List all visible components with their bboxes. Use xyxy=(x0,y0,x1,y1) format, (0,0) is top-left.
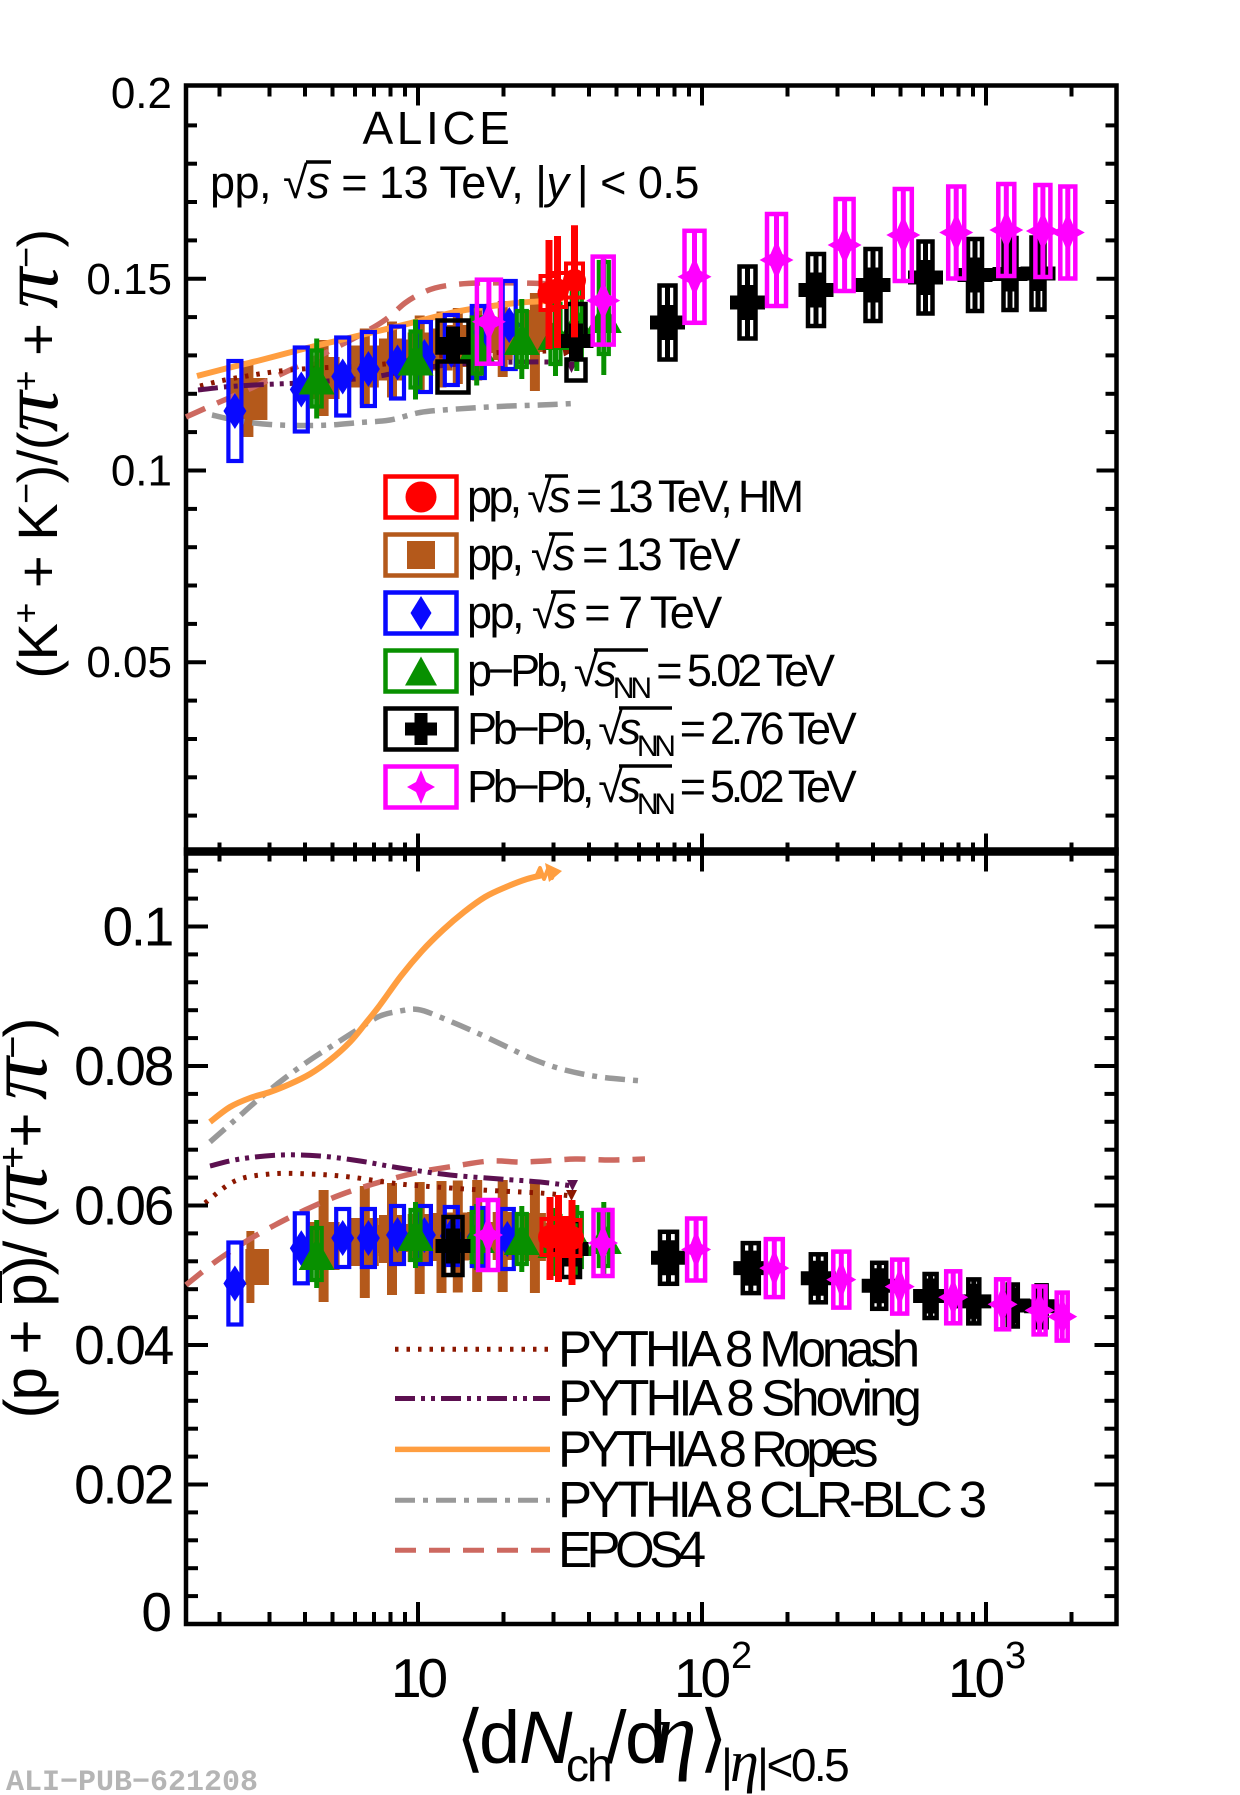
svg-text:d: d xyxy=(625,1696,666,1779)
svg-text:pp, √s = 13 TeV, |y | < 0.5: pp, √s = 13 TeV, |y | < 0.5 xyxy=(210,157,699,208)
svg-text:0.06: 0.06 xyxy=(74,1175,173,1237)
svg-text:ALI−PUB−621208: ALI−PUB−621208 xyxy=(6,1766,258,1795)
svg-text:N: N xyxy=(519,1696,573,1779)
svg-text:0.2: 0.2 xyxy=(111,69,172,118)
svg-text:10: 10 xyxy=(948,1647,1003,1709)
svg-text:EPOS4: EPOS4 xyxy=(558,1521,705,1578)
svg-text:0.1: 0.1 xyxy=(102,896,172,958)
svg-text:d: d xyxy=(479,1696,520,1779)
svg-text:pp, √s = 7 TeV: pp, √s = 7 TeV xyxy=(467,587,722,638)
svg-text:PYTHIA 8 Ropes: PYTHIA 8 Ropes xyxy=(558,1420,877,1477)
svg-text:⟩: ⟩ xyxy=(699,1696,728,1779)
svg-text:η: η xyxy=(730,1729,759,1794)
svg-text:⟨: ⟨ xyxy=(456,1696,485,1779)
svg-text:0.04: 0.04 xyxy=(74,1314,173,1376)
svg-text:pp, √s = 13 TeV: pp, √s = 13 TeV xyxy=(467,529,741,580)
svg-text:0: 0 xyxy=(141,1581,172,1643)
svg-text:10: 10 xyxy=(674,1647,729,1709)
svg-text:|: | xyxy=(721,1739,733,1791)
svg-text:0.08: 0.08 xyxy=(74,1035,173,1097)
svg-text:(p + p)/ (π++ π−): (p + p)/ (π++ π−) xyxy=(0,1019,65,1418)
svg-text:/: / xyxy=(606,1696,627,1779)
svg-text:p−Pb, √sNN = 5.02 TeV: p−Pb, √sNN = 5.02 TeV xyxy=(467,645,835,705)
svg-text:2: 2 xyxy=(731,1635,752,1677)
svg-text:10: 10 xyxy=(391,1647,446,1709)
svg-text:0.1: 0.1 xyxy=(111,447,172,496)
svg-text:0.05: 0.05 xyxy=(86,638,172,687)
svg-text:0.15: 0.15 xyxy=(86,255,172,304)
svg-text:Pb−Pb, √sNN = 5.02 TeV: Pb−Pb, √sNN = 5.02 TeV xyxy=(467,761,857,821)
svg-text:3: 3 xyxy=(1005,1635,1026,1677)
svg-text:|<0.5: |<0.5 xyxy=(757,1739,848,1791)
svg-text:PYTHIA 8 Monash: PYTHIA 8 Monash xyxy=(558,1320,918,1377)
svg-text:0.02: 0.02 xyxy=(74,1454,172,1516)
svg-text:ch: ch xyxy=(566,1739,611,1791)
svg-text:(K+ + K−)/(π+ + π−): (K+ + K−)/(π+ + π−) xyxy=(0,229,75,678)
svg-text:PYTHIA 8 Shoving: PYTHIA 8 Shoving xyxy=(558,1370,920,1427)
svg-text:η: η xyxy=(653,1686,697,1783)
svg-text:PYTHIA 8 CLR-BLC 3: PYTHIA 8 CLR-BLC 3 xyxy=(558,1471,986,1528)
svg-text:ALICE: ALICE xyxy=(363,102,514,154)
svg-text:pp, √s = 13 TeV, HM: pp, √s = 13 TeV, HM xyxy=(467,471,801,522)
